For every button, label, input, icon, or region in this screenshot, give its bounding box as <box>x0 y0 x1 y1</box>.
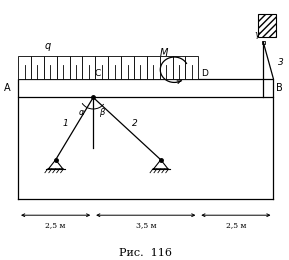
Text: B: B <box>276 83 283 93</box>
Text: 2,5 м: 2,5 м <box>226 221 246 229</box>
Text: D: D <box>201 69 208 78</box>
Text: 1: 1 <box>62 119 68 128</box>
Bar <box>18 56 31 79</box>
Bar <box>258 14 276 37</box>
Text: Рис.  116: Рис. 116 <box>119 248 172 258</box>
Text: 3,5 м: 3,5 м <box>136 221 156 229</box>
Text: β: β <box>99 108 105 117</box>
Bar <box>18 79 273 98</box>
Text: 2,5 м: 2,5 м <box>45 221 66 229</box>
Bar <box>57 56 70 79</box>
Text: M: M <box>160 48 168 58</box>
Text: A: A <box>4 83 10 93</box>
Text: α: α <box>79 108 84 117</box>
Text: q: q <box>45 41 51 51</box>
Bar <box>173 56 186 79</box>
Bar <box>160 56 173 79</box>
Text: C: C <box>95 69 101 78</box>
Bar <box>31 56 44 79</box>
Bar <box>186 56 198 79</box>
Bar <box>134 56 147 79</box>
Bar <box>70 56 82 79</box>
Bar <box>121 56 134 79</box>
Bar <box>147 56 160 79</box>
Text: 2: 2 <box>132 119 138 128</box>
Bar <box>108 56 121 79</box>
Bar <box>262 41 265 43</box>
Text: 3: 3 <box>278 58 284 67</box>
Bar <box>44 56 57 79</box>
Bar <box>82 56 95 79</box>
Text: γ: γ <box>254 30 260 39</box>
Bar <box>95 56 108 79</box>
